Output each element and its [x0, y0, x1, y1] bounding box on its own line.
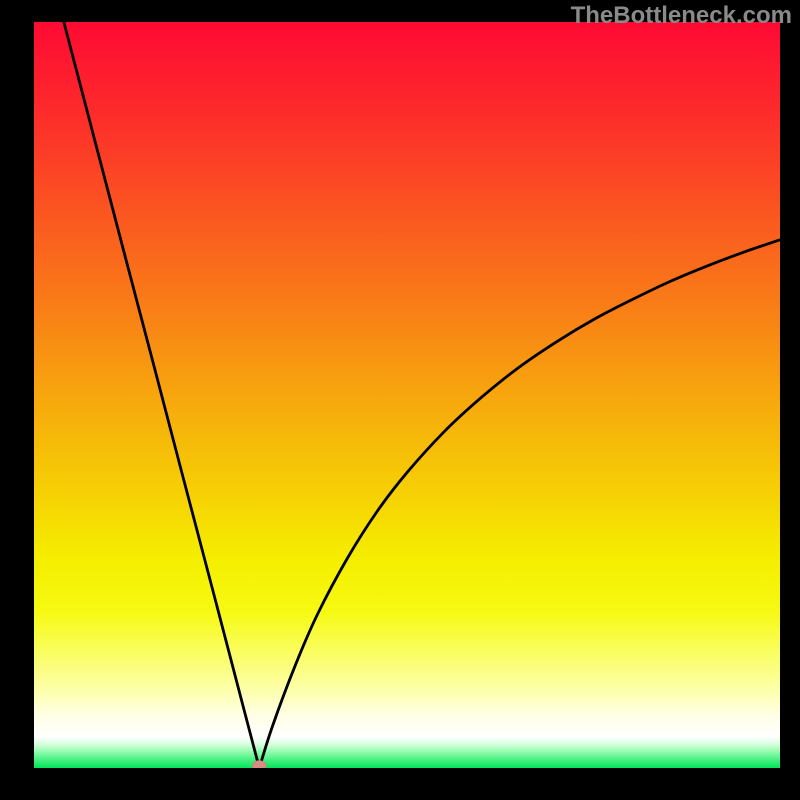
- bottleneck-curve-chart: [34, 22, 780, 768]
- plot-background: [34, 22, 780, 768]
- plot-area: [34, 22, 780, 768]
- chart-container: TheBottleneck.com: [0, 0, 800, 800]
- watermark-text: TheBottleneck.com: [571, 2, 792, 30]
